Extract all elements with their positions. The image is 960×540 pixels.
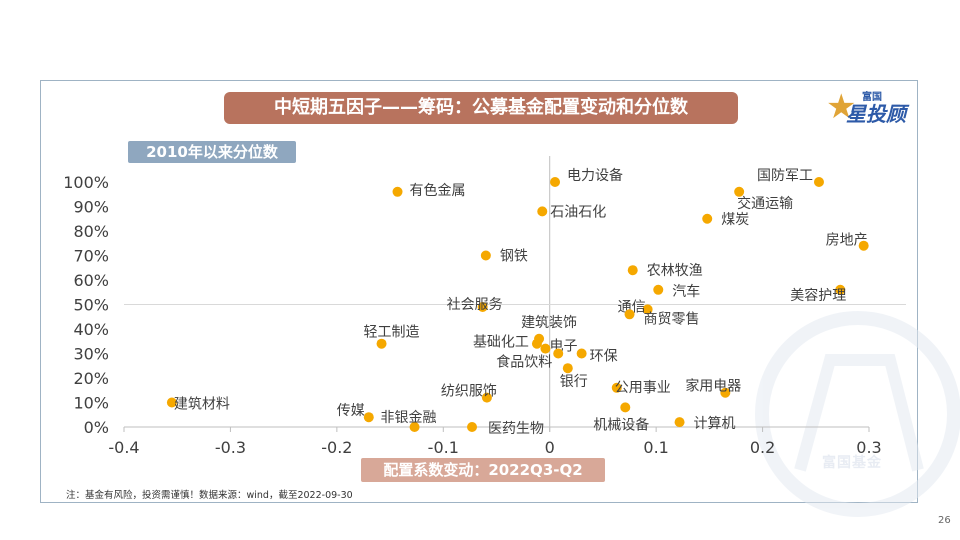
point-label: 环保 [590, 349, 618, 365]
y-tick-label: 10% [73, 394, 109, 413]
point-label: 有色金属 [410, 182, 466, 199]
point-label: 建筑材料 [174, 397, 230, 413]
scatter-point [467, 422, 478, 432]
point-label: 机械设备 [593, 416, 649, 433]
point-label: 食品饮料 [496, 354, 552, 371]
point-label: 汽车 [672, 283, 700, 300]
point-label: 传媒 [337, 403, 365, 419]
point-label: 农林牧渔 [647, 263, 703, 279]
scatter-point [553, 348, 564, 359]
scatter-point [576, 348, 587, 359]
point-label: 银行 [560, 374, 588, 390]
point-label: 房地产 [826, 233, 868, 249]
point-label: 国防军工 [757, 168, 813, 184]
point-label: 建筑装饰 [521, 315, 577, 331]
scatter-point [734, 186, 745, 197]
y-tick-label: 80% [73, 222, 109, 241]
point-label: 纺织服饰 [441, 384, 497, 400]
scatter-point [627, 265, 638, 276]
scatter-point [642, 304, 653, 315]
scatter-point [550, 177, 561, 187]
x-tick-label: 0 [545, 438, 555, 457]
scatter-point [537, 206, 548, 217]
y-tick-label: 40% [73, 320, 109, 339]
point-label: 商贸零售 [644, 311, 700, 327]
scatter-point [562, 363, 573, 374]
point-label: 美容护理 [790, 287, 846, 304]
y-tick-label: 0% [84, 418, 109, 437]
footnote: 注：基金有风险，投资需谨慎！数据来源：wind，截至2022-09-30 [66, 490, 353, 501]
scatter-point [392, 186, 403, 197]
scatter-point [376, 338, 387, 349]
x-tick-label: -0.3 [215, 438, 246, 457]
scatter-point [674, 417, 685, 428]
point-label: 非银金融 [381, 410, 437, 426]
y-tick-label: 90% [73, 198, 109, 217]
y-tick-label: 100% [63, 173, 109, 192]
y-tick-label: 70% [73, 247, 109, 266]
chart-frame [40, 80, 918, 503]
logo-small-text: 富国 [862, 92, 882, 103]
y-axis-label: 2010年以来分位数 [128, 141, 296, 163]
scatter-point [540, 343, 551, 354]
scatter-point [620, 402, 631, 413]
point-label: 公用事业 [615, 380, 671, 396]
brand-logo: ★ 富国 星投顾 [826, 88, 910, 128]
point-label: 通信 [618, 299, 646, 315]
y-tick-label: 30% [73, 345, 109, 364]
scatter-point [702, 213, 713, 224]
point-label: 基础化工 [473, 334, 529, 351]
point-label: 计算机 [694, 416, 736, 432]
scatter-point [481, 392, 492, 403]
page-number: 26 [938, 515, 951, 526]
scatter-point [611, 382, 622, 393]
point-label: 医药生物 [488, 421, 544, 437]
point-label: 煤炭 [721, 212, 749, 228]
chart-title: 中短期五因子——筹码：公募基金配置变动和分位数 [224, 92, 738, 124]
y-tick-label: 50% [73, 296, 109, 315]
y-tick-label: 60% [73, 271, 109, 290]
watermark-emblem [755, 311, 960, 517]
x-tick-label: 0.3 [856, 438, 881, 457]
x-tick-label: 0.2 [750, 438, 775, 457]
x-tick-label: -0.1 [428, 438, 459, 457]
watermark-text: 富国基金 [822, 455, 882, 471]
point-label: 石油石化 [550, 204, 606, 220]
scatter-point [720, 387, 731, 398]
scatter-point [531, 338, 542, 349]
scatter-point [835, 284, 846, 295]
scatter-point [477, 301, 488, 312]
point-label: 电力设备 [567, 167, 623, 184]
scatter-point [409, 422, 420, 432]
scatter-point [363, 412, 374, 423]
point-label: 钢铁 [500, 249, 528, 265]
x-tick-label: -0.4 [108, 438, 139, 457]
y-tick-label: 20% [73, 369, 109, 388]
point-label: 轻工制造 [364, 325, 420, 341]
scatter-point [166, 397, 177, 408]
scatter-point [653, 284, 664, 295]
x-tick-label: -0.2 [321, 438, 352, 457]
scatter-point [480, 250, 491, 261]
scatter-point [813, 177, 824, 187]
star-icon: ★ [826, 87, 857, 127]
scatter-point [858, 240, 869, 251]
x-tick-label: 0.1 [643, 438, 668, 457]
x-axis-label: 配置系数变动：2022Q3-Q2 [361, 458, 605, 482]
point-label: 交通运输 [737, 195, 793, 212]
logo-text: 星投顾 [846, 102, 906, 126]
scatter-point [624, 309, 635, 320]
point-label: 社会服务 [447, 297, 503, 313]
point-label: 家用电器 [685, 378, 741, 395]
